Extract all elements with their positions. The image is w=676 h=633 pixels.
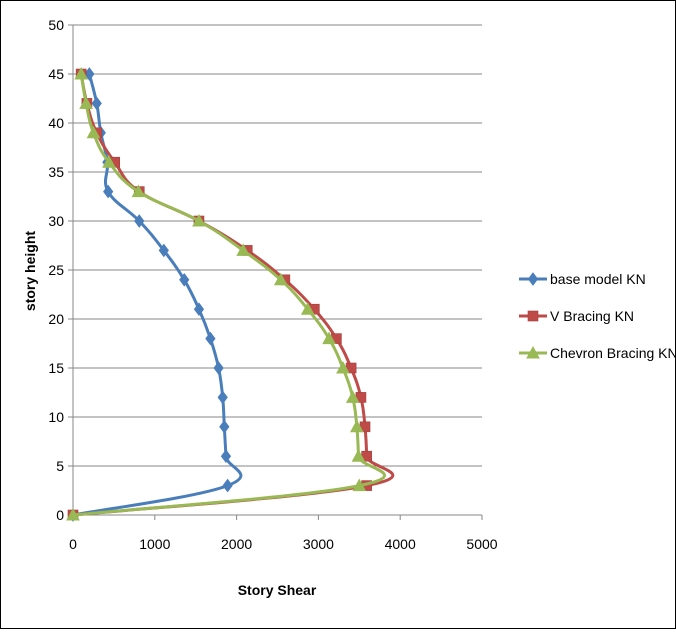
series-1	[67, 68, 395, 521]
x-tick-label: 4000	[385, 536, 416, 552]
data-point	[220, 449, 232, 464]
data-point	[86, 125, 101, 139]
data-point	[131, 184, 146, 198]
data-point	[273, 272, 288, 286]
y-tick-label: 0	[56, 507, 64, 523]
series-2	[66, 66, 387, 521]
y-tick-label: 30	[48, 213, 64, 229]
data-point	[179, 272, 190, 287]
tick-labels: 0 5 10 15 20 25 30 35 40 45 50 0 1000 2000 3000 4000 500…	[48, 17, 497, 552]
y-tick-label: 10	[48, 409, 64, 425]
data-point	[350, 419, 364, 433]
y-axis-label: story height	[22, 231, 38, 311]
y-tick-label: 15	[48, 360, 64, 376]
series-line	[72, 73, 395, 517]
data-point	[103, 184, 114, 199]
data-point	[66, 507, 80, 521]
legend-label: Chevron Bracing KN	[550, 345, 675, 361]
x-axis-label: Story Shear	[238, 582, 317, 598]
data-point	[74, 66, 89, 80]
x-tick-label: 0	[69, 536, 77, 552]
x-tick-label: 5000	[466, 536, 497, 552]
x-tick-label: 2000	[221, 536, 252, 552]
data-point	[336, 360, 350, 374]
data-point	[300, 302, 315, 315]
data-point	[219, 419, 230, 434]
y-tick-label: 5	[56, 458, 64, 474]
data-point	[79, 96, 93, 109]
series-line	[72, 73, 387, 517]
data-point	[102, 155, 116, 168]
x-tick-label: 1000	[139, 536, 170, 552]
legend-marker	[527, 272, 539, 286]
data-point	[351, 449, 366, 462]
legend: base model KN V Bracing KN Chevron Bracing…	[519, 271, 676, 361]
y-tick-label: 50	[48, 17, 64, 33]
data-point	[192, 213, 206, 227]
data-point	[205, 331, 216, 346]
data-point	[352, 478, 367, 492]
series-line	[72, 73, 243, 517]
data-point	[217, 390, 228, 405]
data-point	[345, 390, 360, 403]
y-tick-label: 35	[48, 164, 64, 180]
legend-label: base model KN	[550, 271, 646, 287]
data-point	[322, 331, 336, 345]
legend-label: V Bracing KN	[550, 308, 634, 324]
data-point	[236, 243, 250, 256]
data-point	[193, 302, 205, 317]
legend-marker	[527, 310, 539, 322]
data-point	[213, 361, 224, 375]
axes	[68, 24, 483, 520]
y-tick-label: 20	[48, 311, 64, 327]
series	[66, 66, 395, 522]
legend-marker	[526, 345, 540, 359]
data-point	[91, 96, 102, 111]
x-tick-label: 3000	[303, 536, 334, 552]
data-point	[134, 214, 145, 228]
data-point	[158, 243, 169, 258]
y-tick-label: 40	[48, 115, 64, 131]
data-point	[222, 478, 233, 493]
y-tick-label: 25	[48, 262, 64, 278]
gridlines	[73, 24, 482, 467]
y-tick-label: 45	[48, 66, 64, 82]
